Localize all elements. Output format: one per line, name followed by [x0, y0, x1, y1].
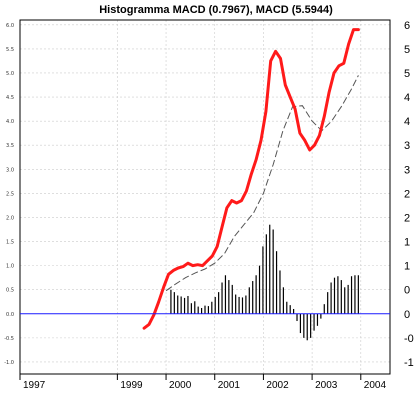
y-tick-label-right: 1: [404, 261, 410, 273]
x-tick-label: 2001: [218, 380, 241, 391]
y-tick-label-right: 4: [404, 92, 410, 104]
y-tick-label-left: 0.0: [6, 312, 14, 318]
y-tick-label-left: 1.5: [6, 240, 14, 246]
x-tick-label: 2002: [266, 380, 289, 391]
y-axis-right: -1 -0 0 0 1 1 2 2 3 3 4 4 5 5 6: [404, 20, 414, 369]
y-tick-label-right: 5: [404, 44, 410, 56]
y-tick-label-left: 3.5: [6, 143, 14, 149]
y-tick-label-right: 0: [404, 309, 410, 321]
y-tick-label-left: 1.0: [6, 264, 14, 270]
y-tick-label-right: 3: [404, 140, 410, 152]
x-axis: 1997 1999 2000 2001 2002 2003 2004: [19, 374, 387, 391]
y-tick-label-left: -0.5: [4, 336, 14, 342]
signal-series: [165, 75, 359, 292]
y-tick-label-left: 4.0: [6, 119, 14, 125]
y-tick-label-right: 1: [404, 237, 410, 249]
macd-series: [142, 28, 360, 330]
histogram-bars: [170, 224, 359, 341]
y-tick-label-left: 4.5: [6, 95, 14, 101]
y-tick-label-right: 3: [404, 164, 410, 176]
x-tick-label: 1997: [23, 380, 46, 391]
macd-line: [142, 28, 360, 330]
y-tick-label-right: 2: [404, 212, 410, 224]
chart-title: Histogramma MACD (0.7967), MACD (5.5944): [99, 4, 333, 16]
y-tick-label-right: 6: [404, 20, 410, 32]
y-tick-label-left: 0.5: [6, 288, 14, 294]
y-tick-label-left: 5.0: [6, 71, 14, 77]
y-tick-label-right: 2: [404, 188, 410, 200]
y-tick-label-left: -1.0: [4, 360, 14, 366]
y-tick-label-right: 0: [404, 285, 410, 297]
y-tick-label-left: 2.0: [6, 215, 14, 221]
x-tick-label: 2003: [315, 380, 338, 391]
y-tick-label-left: 3.0: [6, 167, 14, 173]
y-tick-label-left: 5.5: [6, 47, 14, 53]
plot-border: [19, 19, 391, 375]
y-tick-label-left: 2.5: [6, 191, 14, 197]
y-tick-label-right: -1: [404, 357, 414, 369]
y-tick-label-left: 6.0: [6, 23, 14, 29]
y-tick-label-right: 5: [404, 68, 410, 80]
x-tick-label: 2000: [169, 380, 192, 391]
plot-frame: [19, 19, 391, 375]
y-axis-left: -1.0 -0.5 0.0 0.5 1.0 1.5 2.0 2.5 3.0 3.5 4.0 4.5 5.…: [4, 23, 14, 366]
y-tick-label-right: -0: [404, 333, 414, 345]
x-tick-label: 2004: [364, 380, 387, 391]
grid-lines: [19, 20, 390, 374]
y-tick-label-right: 4: [404, 116, 410, 128]
signal-line: [165, 75, 359, 292]
x-tick-label: 1999: [120, 380, 143, 391]
